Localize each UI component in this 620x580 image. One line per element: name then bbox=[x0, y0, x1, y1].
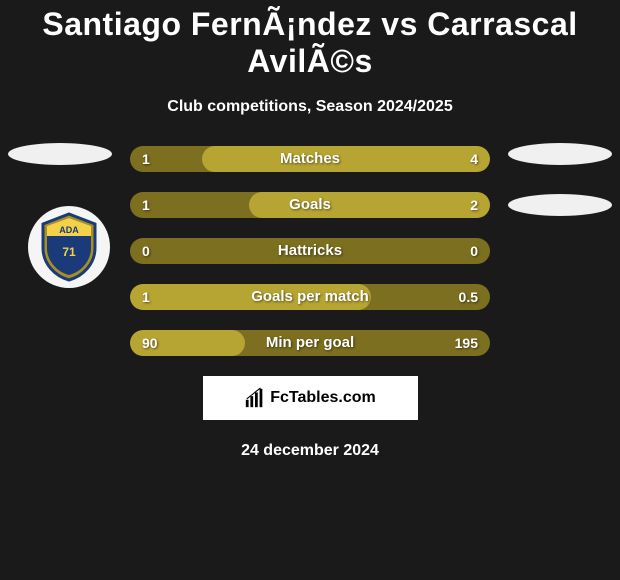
date-text: 24 december 2024 bbox=[0, 442, 620, 460]
team1-badge: ADA 71 bbox=[28, 206, 110, 288]
stat-row: 00Hattricks bbox=[130, 238, 490, 264]
stat-row: 10.5Goals per match bbox=[130, 284, 490, 310]
page-title: Santiago FernÃ¡ndez vs Carrascal AvilÃ©s bbox=[0, 0, 620, 80]
stat-row: 12Goals bbox=[130, 192, 490, 218]
comparison-block: ADA 71 14Matches 12Goals 00Hattricks 10.5Go… bbox=[0, 146, 620, 356]
stat-row: 90195Min per goal bbox=[130, 330, 490, 356]
shield-icon: ADA 71 bbox=[39, 212, 99, 282]
brand-text: FcTables.com bbox=[270, 389, 376, 407]
player1-placeholder bbox=[8, 143, 112, 165]
team2-placeholder bbox=[508, 194, 612, 216]
stat-label: Goals per match bbox=[130, 284, 490, 310]
page-subtitle: Club competitions, Season 2024/2025 bbox=[0, 98, 620, 116]
stat-label: Matches bbox=[130, 146, 490, 172]
stat-row: 14Matches bbox=[130, 146, 490, 172]
svg-text:ADA: ADA bbox=[59, 225, 79, 235]
stat-rows: 14Matches 12Goals 00Hattricks 10.5Goals per… bbox=[130, 146, 490, 356]
svg-text:71: 71 bbox=[62, 245, 76, 259]
player2-placeholder bbox=[508, 143, 612, 165]
brand-box[interactable]: FcTables.com bbox=[203, 376, 418, 420]
stat-label: Goals bbox=[130, 192, 490, 218]
chart-icon bbox=[244, 387, 266, 409]
stat-label: Min per goal bbox=[130, 330, 490, 356]
stat-label: Hattricks bbox=[130, 238, 490, 264]
